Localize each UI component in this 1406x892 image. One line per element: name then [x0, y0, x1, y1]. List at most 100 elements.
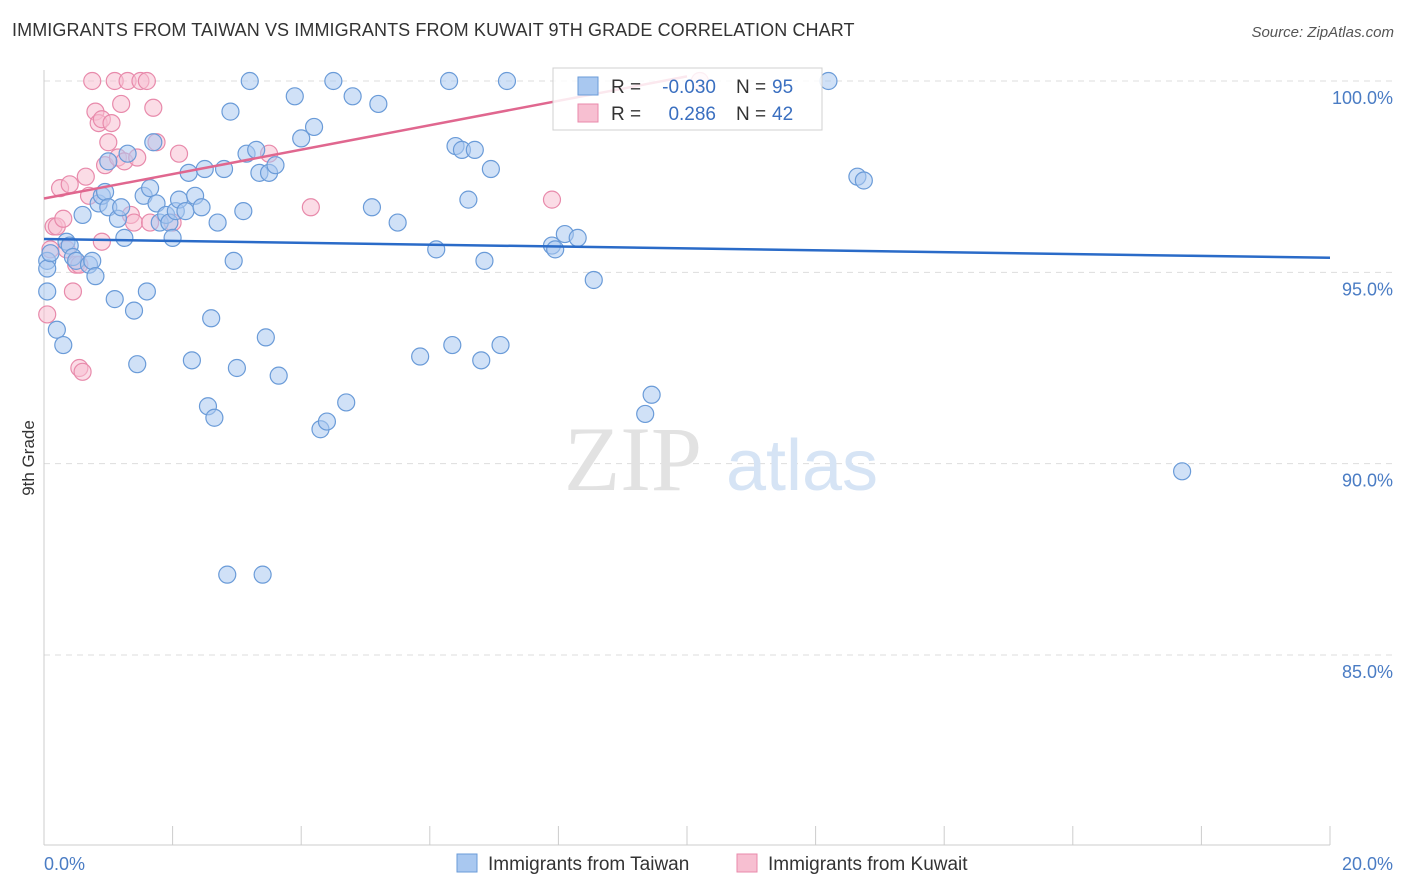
- taiwan-point: [491, 335, 510, 355]
- taiwan-point: [73, 205, 92, 225]
- bottom-legend-taiwan-label: Immigrants from Taiwan: [488, 854, 689, 875]
- taiwan-point: [388, 213, 407, 232]
- taiwan-point: [411, 347, 430, 366]
- y-tick-label: 100.0%: [1332, 88, 1393, 108]
- kuwait-r-label: R =: [611, 104, 641, 125]
- taiwan-point: [292, 129, 311, 148]
- taiwan-point: [269, 366, 288, 385]
- taiwan-point: [38, 259, 57, 278]
- y-tick-labels: 100.0% 95.0% 90.0% 85.0%: [1332, 88, 1393, 682]
- taiwan-point: [115, 228, 134, 247]
- bottom-legend-kuwait-swatch: [736, 853, 758, 873]
- taiwan-point: [54, 335, 73, 355]
- stats-legend: R = -0.030 N = 95 R = 0.286 N = 42: [552, 67, 823, 131]
- bottom-legend: Immigrants from Taiwan Immigrants from K…: [456, 853, 968, 875]
- chart-title: IMMIGRANTS FROM TAIWAN VS IMMIGRANTS FRO…: [12, 20, 855, 40]
- taiwan-point: [337, 393, 356, 412]
- taiwan-point: [240, 71, 259, 91]
- taiwan-point: [202, 309, 221, 328]
- taiwan-point: [475, 251, 494, 270]
- taiwan-point: [324, 71, 343, 91]
- taiwan-points: [38, 71, 1192, 584]
- taiwan-point: [584, 270, 603, 290]
- y-tick-label: 85.0%: [1342, 662, 1393, 682]
- kuwait-point: [76, 167, 95, 186]
- taiwan-point: [192, 198, 211, 217]
- taiwan-point: [369, 94, 388, 114]
- taiwan-point: [221, 102, 240, 121]
- watermark-zip: ZIP: [564, 408, 702, 510]
- taiwan-point: [176, 202, 195, 221]
- taiwan-point: [317, 412, 337, 431]
- taiwan-point: [285, 87, 304, 106]
- x-tick-label-right: 20.0%: [1342, 854, 1393, 874]
- taiwan-point: [636, 404, 655, 424]
- taiwan-point: [343, 87, 362, 106]
- taiwan-point: [47, 320, 66, 339]
- taiwan-point: [497, 71, 517, 91]
- kuwait-point: [144, 98, 163, 117]
- taiwan-point: [41, 244, 60, 263]
- kuwait-legend-swatch: [577, 103, 599, 123]
- taiwan-point: [163, 228, 182, 247]
- bottom-legend-kuwait-label: Immigrants from Kuwait: [768, 854, 968, 875]
- taiwan-point: [568, 228, 587, 247]
- taiwan-point: [362, 198, 382, 217]
- kuwait-point: [83, 71, 102, 91]
- taiwan-n-label: N =: [736, 77, 766, 98]
- taiwan-point: [253, 565, 272, 584]
- taiwan-point: [182, 351, 201, 370]
- x-tick-label-left: 0.0%: [44, 854, 85, 874]
- taiwan-point: [443, 335, 462, 355]
- kuwait-point: [169, 144, 189, 163]
- taiwan-point: [83, 251, 102, 270]
- watermark-atlas: atlas: [726, 426, 878, 506]
- taiwan-point: [140, 179, 160, 198]
- taiwan-point: [465, 140, 484, 159]
- taiwan-point: [481, 159, 500, 179]
- bottom-legend-taiwan-swatch: [456, 853, 478, 873]
- taiwan-trend-line: [43, 237, 1331, 260]
- source-label: Source: ZipAtlas.com: [1251, 24, 1394, 41]
- taiwan-r-label: R =: [611, 77, 641, 98]
- taiwan-point: [205, 408, 224, 427]
- taiwan-legend-swatch: [577, 76, 599, 96]
- taiwan-point: [266, 156, 285, 175]
- watermark: ZIP atlas: [564, 408, 878, 510]
- taiwan-point: [546, 240, 565, 259]
- taiwan-point: [38, 282, 57, 301]
- taiwan-point: [105, 290, 124, 309]
- taiwan-point: [642, 385, 661, 404]
- kuwait-point: [124, 213, 144, 232]
- taiwan-point: [144, 133, 163, 152]
- kuwait-point: [137, 71, 156, 91]
- taiwan-n-value: 95: [772, 77, 793, 98]
- kuwait-point: [60, 175, 79, 194]
- kuwait-point: [38, 305, 57, 324]
- taiwan-point: [218, 565, 237, 584]
- taiwan-point: [472, 351, 491, 370]
- kuwait-n-label: N =: [736, 104, 766, 125]
- taiwan-point: [137, 282, 156, 301]
- taiwan-point: [227, 358, 246, 378]
- taiwan-r-value: -0.030: [662, 77, 716, 98]
- kuwait-point: [92, 232, 111, 251]
- taiwan-point: [439, 71, 459, 91]
- taiwan-point: [819, 71, 838, 91]
- taiwan-point: [256, 328, 275, 347]
- taiwan-point: [224, 251, 243, 270]
- taiwan-point: [99, 152, 118, 171]
- taiwan-point: [208, 213, 227, 232]
- taiwan-point: [459, 190, 478, 209]
- kuwait-point: [54, 209, 73, 228]
- kuwait-point: [99, 133, 118, 152]
- kuwait-point: [112, 94, 131, 114]
- kuwait-n-value: 42: [772, 104, 793, 125]
- taiwan-point: [234, 202, 253, 221]
- grid: [44, 80, 1393, 656]
- taiwan-point: [86, 267, 105, 286]
- taiwan-point: [1173, 462, 1192, 481]
- x-ticks: [43, 826, 1331, 845]
- kuwait-point: [542, 190, 562, 209]
